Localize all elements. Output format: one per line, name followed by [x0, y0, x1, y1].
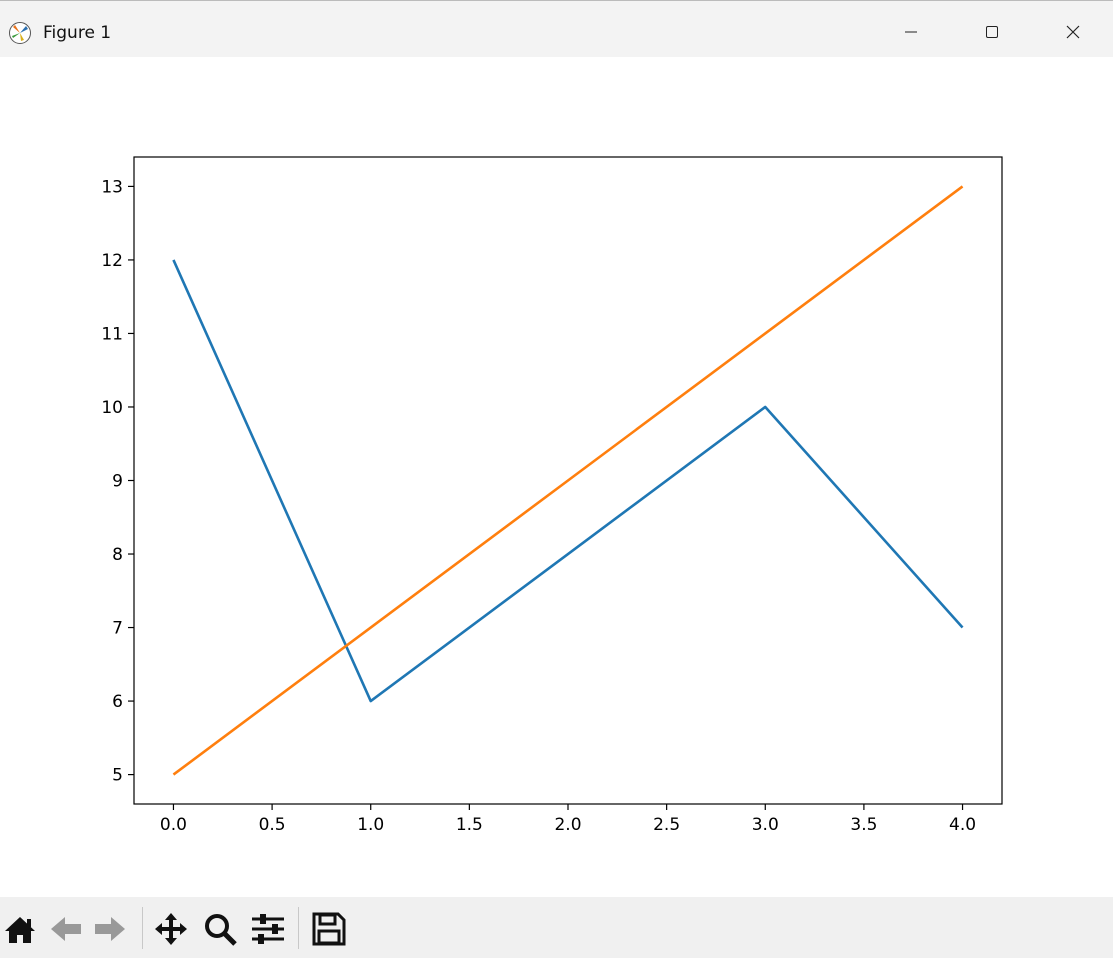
x-tick-label: 0.5	[259, 815, 286, 835]
maximize-button[interactable]	[972, 15, 1012, 49]
x-tick-label: 1.0	[357, 815, 384, 835]
x-tick-label: 3.5	[850, 815, 877, 835]
y-tick-label: 13	[101, 177, 123, 197]
series-line-0	[172, 259, 964, 703]
y-tick-label: 11	[101, 324, 123, 344]
x-tick-label: 2.5	[653, 815, 680, 835]
toolbar-separator	[142, 907, 143, 949]
home-icon[interactable]	[2, 911, 38, 947]
y-tick-label: 6	[112, 692, 123, 712]
toolbar-separator	[298, 907, 299, 949]
y-tick-label: 5	[112, 766, 123, 786]
x-tick-label: 1.5	[456, 815, 483, 835]
minimize-icon	[905, 31, 917, 33]
back-arrow-icon[interactable]	[48, 911, 84, 947]
matplotlib-logo-icon	[9, 22, 31, 44]
line-chart[interactable]: 0.0 0.5 1.0 1.5 2.0 2.5 3.0 3.5 4.0 5 6 7 8 9 10 11 12 13	[0, 57, 1113, 897]
window-titlebar: Figure 1	[0, 0, 1113, 57]
y-tick-label: 7	[112, 619, 123, 639]
forward-arrow-icon[interactable]	[92, 911, 128, 947]
y-tick-label: 9	[112, 472, 123, 492]
y-tick-label: 8	[112, 545, 123, 565]
x-tick-label: 2.0	[554, 815, 581, 835]
y-tick-label: 10	[101, 398, 123, 418]
save-floppy-icon[interactable]	[311, 911, 347, 947]
configure-subplots-icon[interactable]	[250, 911, 286, 947]
close-icon	[1066, 25, 1080, 39]
pan-move-icon[interactable]	[153, 911, 189, 947]
zoom-magnifier-icon[interactable]	[202, 911, 238, 947]
y-tick-label: 12	[101, 251, 123, 271]
x-tick-label: 4.0	[949, 815, 976, 835]
series-line-1	[172, 185, 964, 776]
minimize-button[interactable]	[891, 15, 931, 49]
close-button[interactable]	[1053, 15, 1093, 49]
navigation-toolbar	[0, 897, 1113, 958]
window-title: Figure 1	[43, 23, 112, 43]
x-tick-label: 0.0	[160, 815, 187, 835]
maximize-icon	[986, 26, 998, 38]
x-tick-label: 3.0	[752, 815, 779, 835]
